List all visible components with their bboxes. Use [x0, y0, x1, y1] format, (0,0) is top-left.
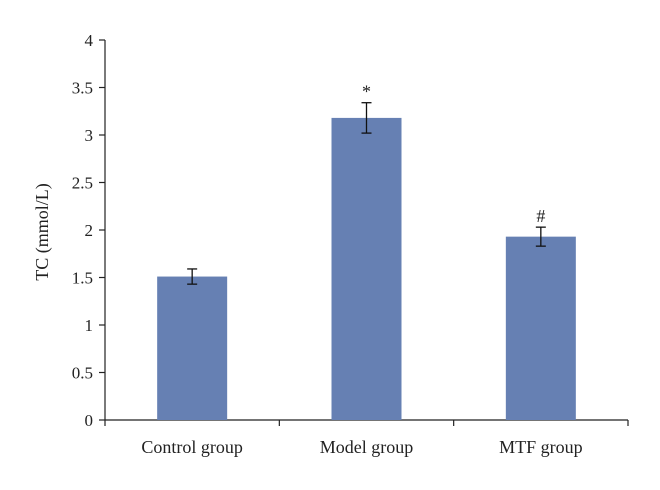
x-category-label: Model group	[320, 437, 414, 457]
x-category-label: Control group	[141, 437, 243, 457]
y-tick-label: 0.5	[72, 364, 93, 383]
y-tick-label: 2	[85, 221, 94, 240]
bar	[157, 276, 228, 420]
significance-marker: *	[362, 82, 371, 102]
y-tick-label: 3.5	[72, 79, 93, 98]
y-tick-label: 0	[85, 411, 94, 430]
y-tick-label: 2.5	[72, 174, 93, 193]
bar	[331, 117, 402, 421]
x-category-label: MTF group	[499, 437, 583, 457]
bar	[505, 236, 576, 420]
y-tick-label: 3	[85, 126, 94, 145]
significance-marker: #	[536, 206, 545, 226]
y-tick-label: 4	[85, 31, 94, 50]
y-tick-label: 1.5	[72, 269, 93, 288]
y-axis-title: TC (mmol/L)	[32, 183, 53, 281]
y-tick-label: 1	[85, 316, 94, 335]
plot-area: 0 0.5 1 1.5 2 2.5 3 3.5 4 Control group * Model gro…	[72, 31, 629, 457]
